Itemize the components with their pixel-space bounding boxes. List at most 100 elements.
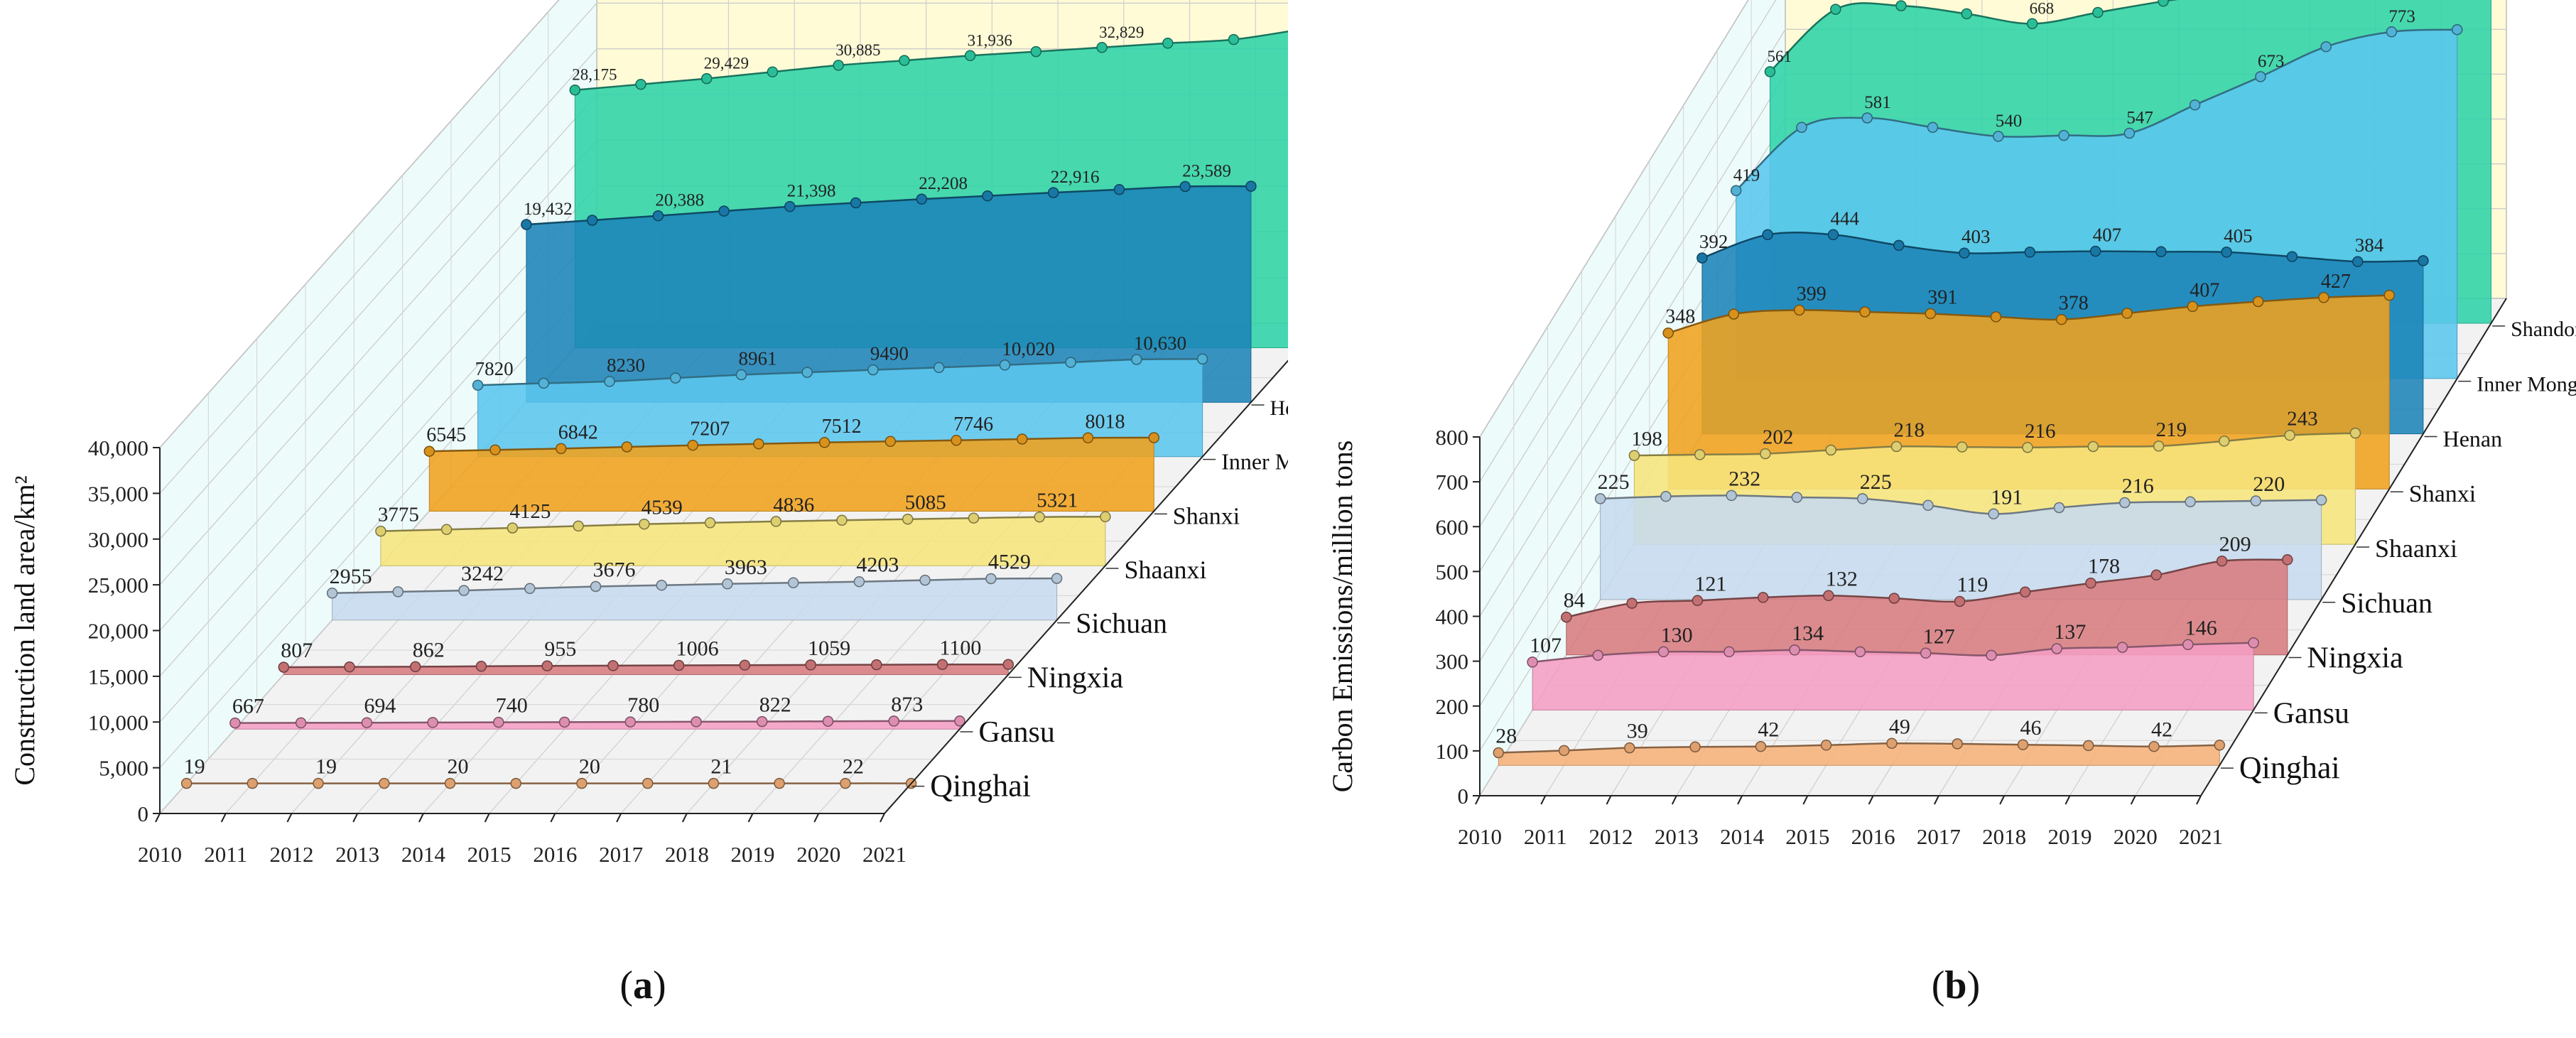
series-ningxia: 84 121 132 119 178 209 Ningxia [1561,533,2403,675]
series-shaanxi: 3775 4125 4539 4836 5085 5321 Shaanxi [375,490,1206,584]
point-henan-2018 [2221,247,2232,258]
carbon-emissions-chart: 561708668718758774Shandong41958154054767… [1326,0,2576,1007]
gridline-depth-1 [1513,382,2235,741]
point-sichuan-2010 [326,588,338,599]
x-tick-mark-11 [2196,795,2202,805]
line-shaanxi [1634,432,2356,457]
data-label-shandong-2016: 31,936 [968,31,1012,49]
line-shandong [575,30,1288,91]
data-label-shanxi-2018: 407 [2190,279,2219,301]
point-inner-mongolia-2012 [1861,112,1873,124]
x-tick-label-2013: 2013 [335,842,379,867]
data-label-shaanxi-2018: 219 [2156,418,2187,441]
series-name-shaanxi: Shaanxi [2375,534,2457,563]
point-shandong-2010 [1764,66,1776,77]
y-tick-label-1: 5,000 [99,756,148,781]
data-label-qinghai-2014: 42 [1758,718,1779,742]
data-label-shaanxi-2012: 202 [1763,426,1794,449]
data-label-sichuan-2010: 2955 [330,565,372,588]
data-label-inner-mongonlia-2010: 7820 [475,358,514,379]
point-sichuan-2015 [1922,499,1934,512]
series-name-qinghai: Qinghai [930,769,1031,804]
point-shandong-2014 [2026,18,2038,30]
point-qinghai-2011 [247,777,259,789]
x-tick-label-2019: 2019 [2047,824,2091,849]
x-tick-label-2020: 2020 [796,842,840,867]
point-shanxi-2014 [687,439,698,451]
y-axis-title: Carbon Emissions/million tons [1326,440,1358,793]
y-tick-label-5: 25,000 [88,573,148,598]
point-gansu-2017 [1986,649,1997,661]
point-inner-mongonlia-2016 [867,364,879,376]
point-shanxi-2013 [1859,306,1871,318]
data-label-henan-2010: 19,432 [524,200,573,219]
point-shaanxi-2015 [704,517,716,529]
point-shandong-2015 [2092,6,2104,18]
x-tick-label-2021: 2021 [2179,824,2223,849]
series-name-sichuan: Sichuan [1076,607,1167,639]
point-gansu-2020 [2182,639,2194,651]
point-qinghai-2021 [2214,740,2226,751]
data-label-ningxia-2016: 119 [1957,573,1988,597]
x-tick-mark-3 [352,813,359,823]
y-tick-label-8: 800 [1436,425,1469,450]
data-label-shaanxi-2012: 4125 [509,500,551,523]
x-tick-mark-4 [418,813,424,823]
data-label-ningxia-2014: 955 [544,637,576,661]
y-tick-label-3: 300 [1436,649,1469,674]
data-label-qinghai-2018: 21 [710,755,732,779]
point-shanxi-2017 [2121,308,2133,319]
data-label-henan-2012: 20,388 [655,191,704,210]
data-label-sichuan-2016: 191 [1991,485,2023,509]
line-inner-mongonlia [477,358,1203,386]
point-inner-mongolia-2017 [2189,99,2201,111]
data-label-ningxia-2010: 84 [1564,589,1585,612]
y-tick-label-4: 400 [1436,605,1469,629]
data-label-shandong-2014: 668 [2030,0,2055,17]
y-tick-label-4: 20,000 [88,619,148,644]
point-qinghai-2016 [1886,737,1898,750]
point-henan-2016 [916,193,928,205]
x-tick-mark-8 [1999,795,2006,805]
caption-close: ) [1967,963,1981,1007]
series-name-henan: Henan [1270,396,1289,420]
point-ningxia-2019 [871,659,882,671]
y-tick-label-8: 40,000 [88,436,148,460]
point-sichuan-2017 [2053,502,2065,514]
series-ningxia: 807 862 955 1006 1059 1100 Ningxia [278,636,1123,694]
series-shanxi: 6545 6842 7207 7512 7746 8018 Shanxi [423,411,1240,529]
data-label-gansu-2010: 107 [1530,634,1562,657]
point-qinghai-2015 [1820,740,1832,751]
y-tick-label-0: 0 [138,801,149,826]
point-gansu-2019 [2116,642,2128,653]
point-henan-2012 [652,210,664,222]
y-axis-title: Construction land area/km² [9,475,40,785]
data-label-inner-mongonlia-2016: 9490 [870,343,909,364]
data-label-gansu-2014: 740 [496,694,528,718]
point-shandong-2016 [2158,0,2169,7]
data-label-ningxia-2016: 1006 [676,637,719,661]
point-shaanxi-2020 [2284,429,2295,441]
point-shanxi-2019 [1017,433,1028,445]
line-shanxi [1667,294,2390,334]
point-ningxia-2011 [1626,598,1638,609]
data-label-qinghai-2016: 49 [1889,715,1910,738]
point-qinghai-2017 [642,777,654,789]
line-sichuan [1600,494,2322,515]
point-inner-mongonlia-2021 [1196,353,1208,365]
x-tick-mark-6 [1868,795,1874,805]
point-gansu-2010 [229,717,241,729]
point-ningxia-2010 [278,661,290,673]
data-label-henan-2016: 22,208 [919,174,968,193]
point-henan-2010 [521,219,532,230]
x-tick-label-2015: 2015 [467,842,512,867]
point-shanxi-2011 [489,444,501,455]
point-inner-mongolia-2019 [2320,40,2332,53]
data-label-ningxia-2018: 1059 [808,637,850,660]
point-henan-2020 [2352,256,2364,267]
point-qinghai-2012 [313,777,324,789]
x-tick-label-2010: 2010 [1458,824,1502,849]
point-shanxi-2017 [884,436,897,448]
data-label-gansu-2016: 127 [1923,625,1955,648]
point-inner-mongonlia-2018 [999,359,1011,371]
